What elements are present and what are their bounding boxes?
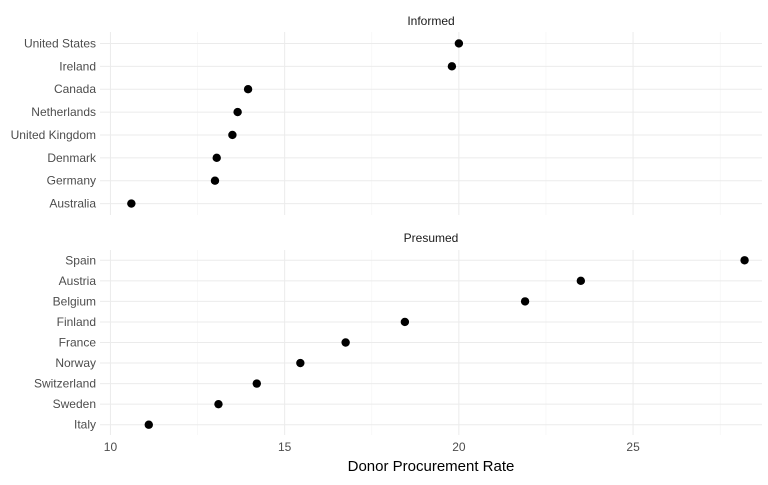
- data-point: [144, 420, 153, 429]
- y-tick-label: Switzerland: [34, 377, 96, 391]
- data-point: [252, 379, 261, 388]
- x-tick-label: 20: [452, 440, 466, 454]
- data-point: [576, 276, 586, 286]
- data-point: [520, 297, 530, 306]
- y-tick-label: Norway: [55, 356, 96, 370]
- facet-strip-informed: Informed: [407, 14, 454, 28]
- data-point: [210, 176, 220, 185]
- y-tick-label: Belgium: [53, 294, 96, 308]
- data-point: [454, 39, 464, 48]
- y-tick-label: Italy: [74, 418, 96, 432]
- data-point: [214, 399, 223, 409]
- data-point: [228, 130, 237, 140]
- data-point: [243, 84, 253, 94]
- y-tick-label: Germany: [47, 174, 96, 188]
- facet-strip-presumed: Presumed: [404, 231, 459, 245]
- y-tick-label: Ireland: [59, 59, 96, 73]
- data-point: [127, 199, 136, 208]
- data-points: [127, 39, 749, 429]
- y-tick-label: Netherlands: [31, 105, 96, 119]
- data-point: [212, 153, 221, 163]
- y-tick-label: Austria: [59, 274, 97, 288]
- data-point: [341, 338, 350, 347]
- x-axis-title: Donor Procurement Rate: [348, 458, 515, 475]
- y-tick-label: Australia: [49, 197, 96, 211]
- y-tick-label: France: [59, 336, 97, 350]
- y-tick-label: United States: [24, 36, 96, 50]
- grid-layer: [100, 32, 762, 435]
- data-point: [296, 358, 305, 368]
- y-tick-label: Spain: [65, 253, 96, 267]
- y-tick-label: Sweden: [53, 397, 96, 411]
- data-point: [447, 62, 457, 71]
- y-tick-label: United Kingdom: [11, 128, 96, 142]
- y-tick-label: Denmark: [47, 151, 97, 165]
- data-point: [740, 256, 749, 265]
- data-point: [233, 107, 242, 117]
- x-tick-labels: 10 15 20 25: [104, 440, 640, 454]
- y-tick-labels: United States Ireland Canada Netherlands Uni…: [11, 36, 97, 431]
- y-tick-label: Finland: [57, 315, 96, 329]
- x-tick-label: 15: [278, 440, 292, 454]
- x-tick-label: 25: [626, 440, 640, 454]
- data-point: [400, 317, 410, 327]
- x-tick-label: 10: [104, 440, 118, 454]
- text-layer: Informed Presumed Donor Procurement Rate: [348, 14, 515, 475]
- y-tick-label: Canada: [54, 82, 96, 96]
